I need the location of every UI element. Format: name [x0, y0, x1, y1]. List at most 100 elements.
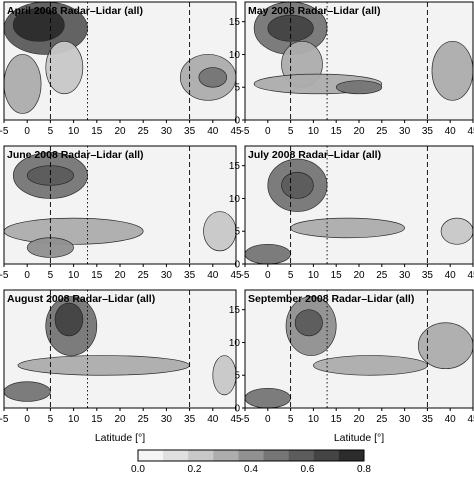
data-region-2 — [54, 302, 84, 337]
data-region-5 — [203, 211, 236, 252]
x-tick-label: 25 — [376, 126, 388, 137]
x-tick-label: 5 — [288, 414, 294, 425]
x-tick-label: 35 — [184, 414, 196, 425]
panel-title: June 2008 Radar–Lidar (all) — [7, 149, 144, 161]
x-tick-label: 5 — [288, 270, 294, 281]
x-tick-label: 45 — [230, 126, 242, 137]
y-tick-label: 15 — [229, 305, 241, 316]
x-tick-label: 10 — [308, 126, 320, 137]
x-tick-label: 0 — [265, 270, 271, 281]
x-tick-label: 30 — [161, 414, 173, 425]
x-tick-label: 40 — [445, 126, 457, 137]
x-tick-label: 30 — [161, 126, 173, 137]
data-region-6 — [198, 67, 228, 88]
data-region-5 — [417, 322, 473, 370]
x-tick-label: 0 — [24, 414, 30, 425]
panel-2: May 2008 Radar–Lidar (all)-5 0 5 10 15 20 25 30… — [229, 1, 474, 137]
x-tick-label: 10 — [68, 414, 80, 425]
data-region-5 — [440, 217, 473, 245]
colorbar-tick-label: 0.8 — [357, 464, 371, 474]
y-tick-label: 5 — [234, 227, 240, 238]
colorbar-swatch — [288, 450, 315, 461]
panel-1: April 2008 Radar–Lidar (all) -5 0 5 10 15 20 25… — [0, 1, 242, 137]
colorbar-swatch — [238, 450, 264, 461]
x-axis-label: Latitude [°] — [334, 432, 384, 444]
x-tick-label: 25 — [376, 414, 388, 425]
colorbar-tick-label: 0.4 — [244, 464, 258, 474]
data-region-4 — [45, 40, 84, 95]
colorbar-tick-label: 0.2 — [188, 464, 202, 474]
x-tick-label: 10 — [308, 414, 320, 425]
x-tick-label: 45 — [467, 126, 474, 137]
x-tick-label: 0 — [265, 126, 271, 137]
data-region-2 — [12, 8, 65, 42]
y-tick-label: 10 — [229, 338, 241, 349]
panel-title: May 2008 Radar–Lidar (all) — [248, 5, 380, 17]
data-region-4 — [4, 381, 51, 402]
x-tick-label: 20 — [353, 270, 365, 281]
data-region-4 — [245, 387, 291, 408]
panel-title: September 2008 Radar–Lidar (all) — [248, 293, 414, 305]
panel-3: June 2008 Radar–Lidar (all) -5 0 5 10 15 20 25 3… — [0, 145, 242, 281]
x-tick-label: 45 — [467, 270, 474, 281]
data-region-5 — [335, 80, 383, 95]
x-tick-label: 5 — [48, 126, 54, 137]
x-tick-label: -5 — [241, 126, 250, 137]
x-tick-label: 5 — [48, 270, 54, 281]
data-layer — [4, 2, 236, 120]
colorbar-swatch — [263, 450, 289, 461]
x-tick-label: 45 — [230, 414, 242, 425]
x-tick-label: 20 — [114, 270, 126, 281]
x-tick-label: -5 — [241, 414, 250, 425]
data-region-6 — [431, 40, 473, 101]
x-tick-label: -5 — [0, 414, 9, 425]
x-tick-label: 30 — [399, 414, 411, 425]
x-tick-label: 30 — [161, 270, 173, 281]
data-region-3 — [17, 355, 190, 376]
x-tick-label: 45 — [467, 414, 474, 425]
y-tick-label: 15 — [229, 17, 241, 28]
y-tick-label: 5 — [234, 371, 240, 382]
x-tick-label: 25 — [376, 270, 388, 281]
data-region-2 — [294, 309, 323, 337]
x-tick-label: -5 — [241, 270, 250, 281]
x-tick-label: 40 — [207, 270, 219, 281]
panel-title: April 2008 Radar–Lidar (all) — [7, 5, 143, 17]
x-tick-label: 15 — [91, 270, 103, 281]
x-tick-label: 25 — [138, 414, 150, 425]
data-region-3 — [290, 217, 405, 239]
y-tick-label: 15 — [229, 161, 241, 172]
data-region-4 — [245, 243, 291, 264]
x-tick-label: 15 — [91, 126, 103, 137]
data-region-3 — [313, 355, 428, 376]
x-tick-label: 10 — [68, 126, 80, 137]
y-tick-label: 0 — [234, 404, 240, 415]
x-tick-label: 35 — [184, 270, 196, 281]
x-tick-label: 45 — [230, 270, 242, 281]
x-tick-label: 0 — [265, 414, 271, 425]
x-tick-label: 40 — [445, 270, 457, 281]
panel-5: August 2008 Radar–Lidar (all) -5 0 5 10 15 20 2… — [0, 289, 242, 444]
data-region-3 — [4, 217, 144, 245]
x-tick-label: 30 — [399, 126, 411, 137]
y-tick-label: 0 — [234, 260, 240, 271]
x-tick-label: 10 — [308, 270, 320, 281]
colorbar: 0.0 0.2 0.4 0.6 0.8 — [131, 449, 371, 475]
panel-6: September 2008 Radar–Lidar (all)-5 0 5 10 15… — [229, 289, 474, 444]
y-tick-label: 5 — [234, 83, 240, 94]
colorbar-frame — [137, 449, 365, 462]
x-tick-label: 10 — [68, 270, 80, 281]
x-tick-label: 40 — [207, 414, 219, 425]
data-layer — [4, 146, 236, 264]
x-tick-label: 15 — [331, 270, 343, 281]
colorbar-tick-label: 0.6 — [301, 464, 315, 474]
x-tick-label: 20 — [114, 414, 126, 425]
x-tick-label: -5 — [0, 270, 9, 281]
x-tick-label: 35 — [422, 270, 434, 281]
data-region-2 — [281, 171, 314, 199]
colorbar-swatch — [213, 450, 239, 461]
x-tick-label: 15 — [91, 414, 103, 425]
data-region-5 — [212, 355, 236, 396]
